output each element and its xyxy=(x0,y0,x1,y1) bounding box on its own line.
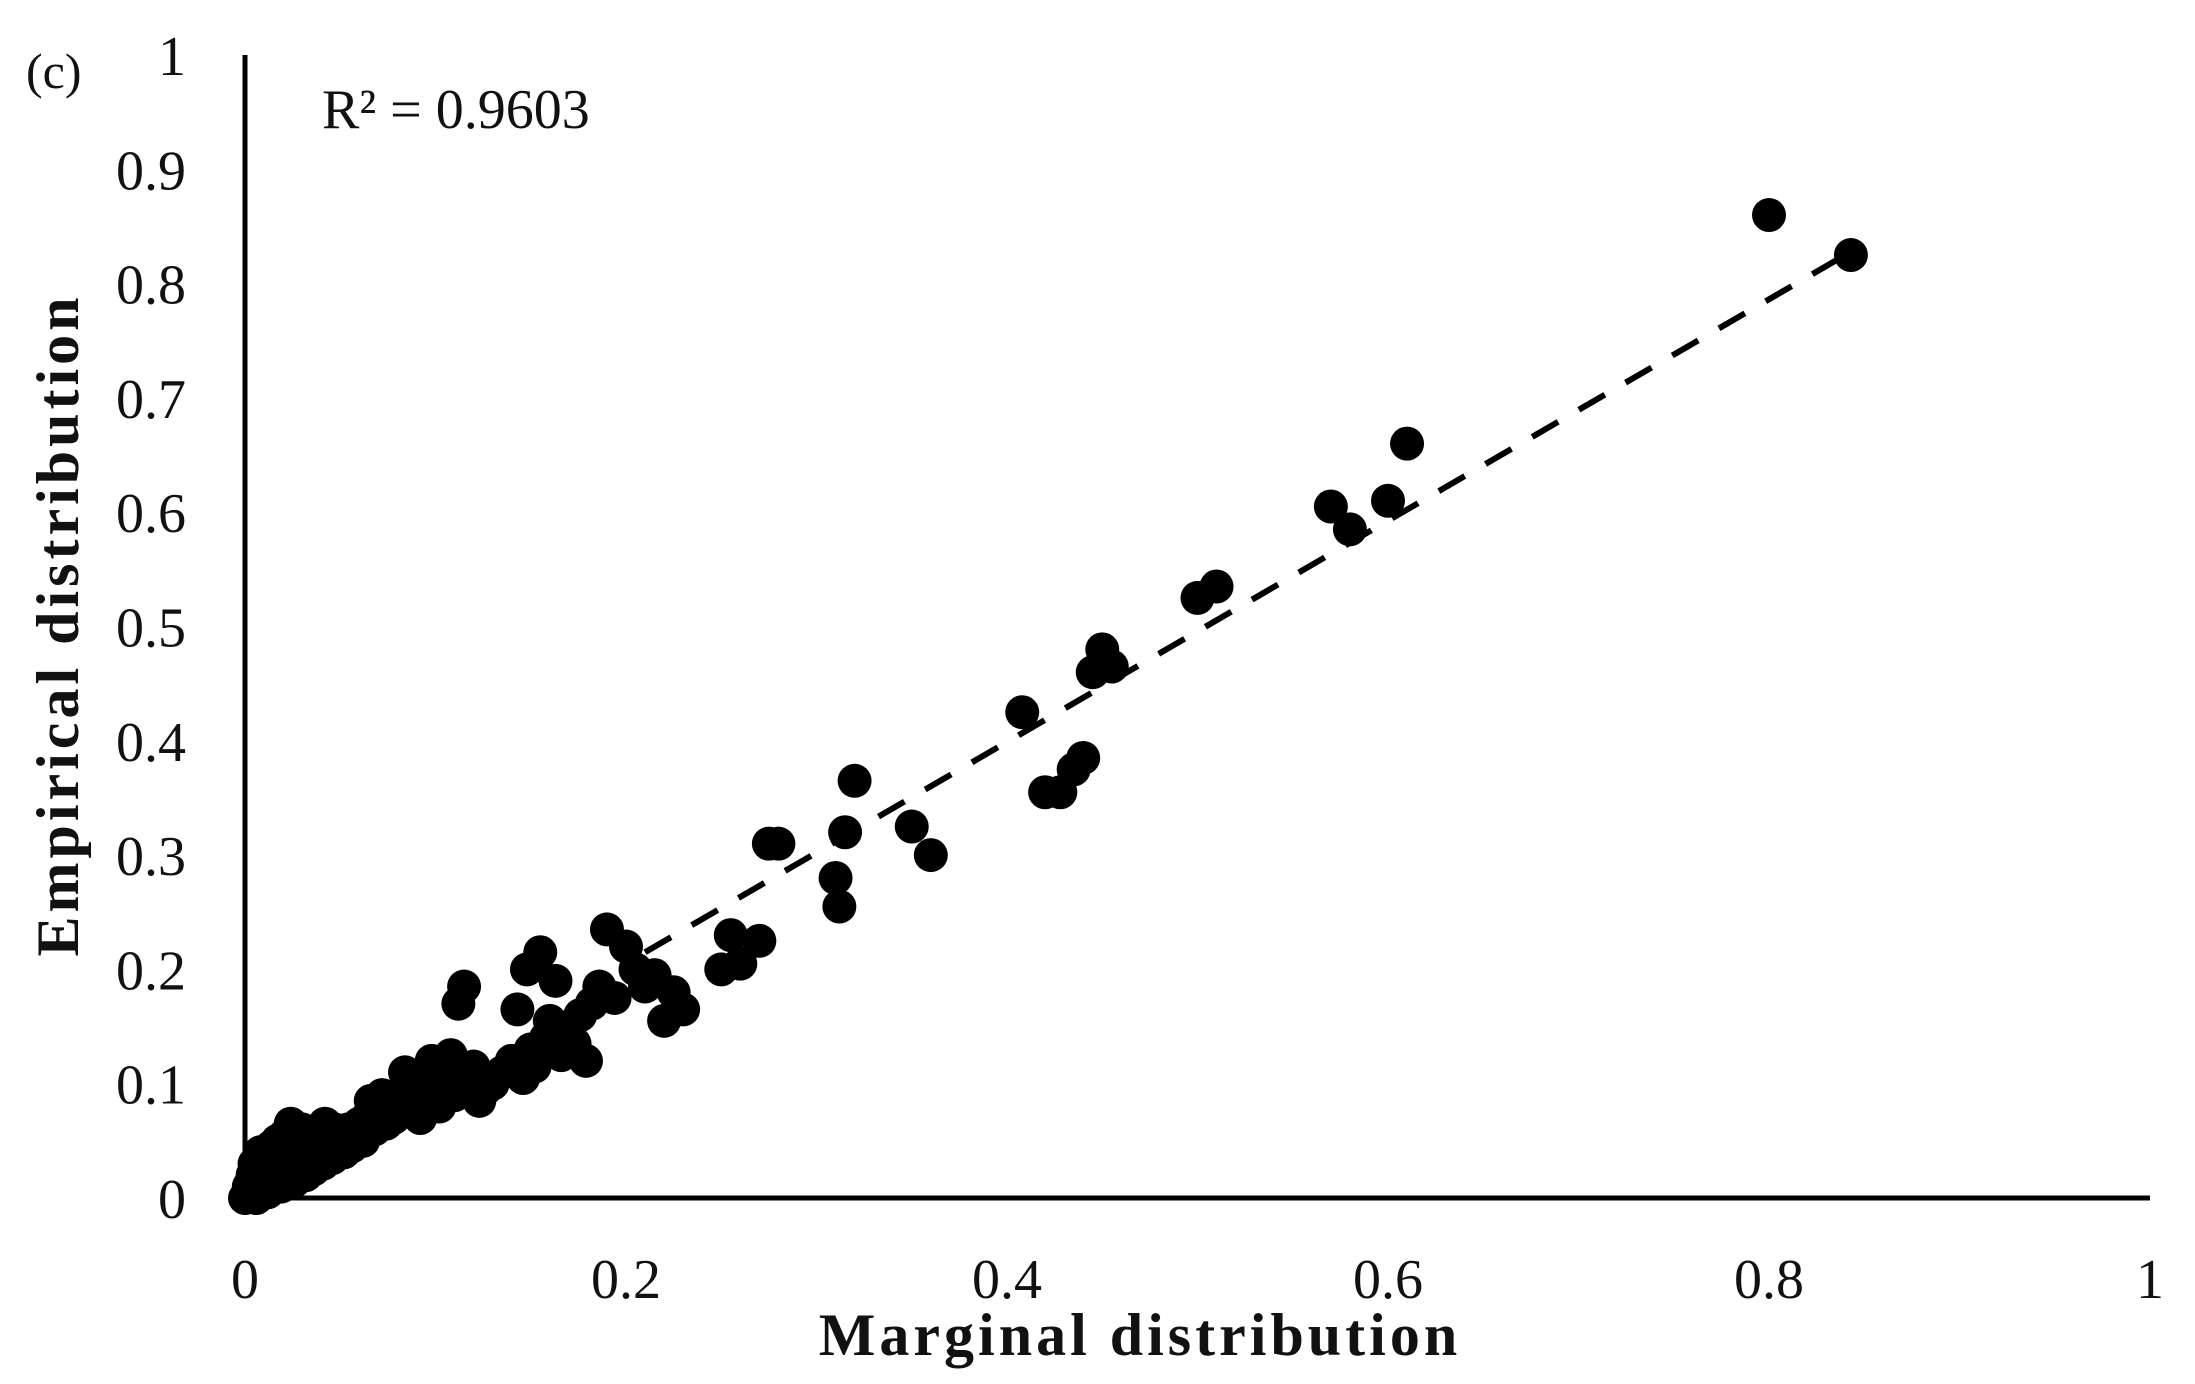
x-tick-label: 0.6 xyxy=(1353,1249,1423,1311)
y-tick-label: 1 xyxy=(158,26,186,88)
data-point xyxy=(666,992,701,1027)
y-tick-label: 0.4 xyxy=(116,712,186,774)
data-point xyxy=(1199,569,1234,604)
data-point xyxy=(597,980,632,1015)
data-point xyxy=(713,918,748,953)
y-tick-label: 0.9 xyxy=(116,140,186,202)
data-point xyxy=(837,763,872,798)
x-axis-title: Marginal distribution xyxy=(819,1302,1461,1368)
data-point xyxy=(568,1043,603,1078)
y-tick-labels: 0 0.1 0.2 0.3 0.4 0.5 0.6 0.7 0.8 0.9 1 xyxy=(116,26,186,1231)
data-point xyxy=(538,963,573,998)
data-point xyxy=(1005,695,1040,730)
data-point xyxy=(1066,740,1101,775)
data-point xyxy=(913,838,948,873)
y-tick-label: 0 xyxy=(158,1169,186,1231)
data-point xyxy=(761,826,796,861)
x-tick-labels: 0 0.2 0.4 0.6 0.8 1 xyxy=(231,1249,2164,1311)
data-point xyxy=(894,809,929,844)
data-point xyxy=(742,923,777,958)
x-tick-label: 0.4 xyxy=(972,1249,1042,1311)
data-point xyxy=(1313,489,1348,524)
x-tick-label: 1 xyxy=(2136,1249,2164,1311)
data-point xyxy=(1371,483,1405,518)
data-point xyxy=(1390,426,1425,461)
data-point xyxy=(1833,238,1868,273)
data-point xyxy=(447,969,482,1004)
trendline xyxy=(643,252,1847,955)
data-points xyxy=(228,198,1868,1215)
y-tick-label: 0.7 xyxy=(116,369,186,431)
y-tick-label: 0.5 xyxy=(116,598,186,660)
y-tick-label: 0.1 xyxy=(116,1055,186,1117)
data-point xyxy=(723,946,758,981)
y-tick-label: 0.2 xyxy=(116,940,186,1002)
panel-label: (c) xyxy=(26,43,82,99)
r-squared-annotation: R² = 0.9603 xyxy=(322,79,590,141)
data-point xyxy=(818,860,853,895)
x-tick-label: 0 xyxy=(231,1249,259,1311)
data-point xyxy=(523,935,558,970)
data-point xyxy=(500,992,535,1027)
data-point xyxy=(822,889,857,924)
y-axis-title: Empirical distribution xyxy=(25,293,91,956)
x-tick-label: 0.8 xyxy=(1734,1249,1804,1311)
data-point xyxy=(517,1049,552,1084)
data-point xyxy=(1752,198,1786,233)
y-tick-label: 0.6 xyxy=(116,483,186,545)
y-tick-label: 0.3 xyxy=(116,826,186,888)
x-tick-label: 0.2 xyxy=(591,1249,661,1311)
y-tick-label: 0.8 xyxy=(116,255,186,317)
